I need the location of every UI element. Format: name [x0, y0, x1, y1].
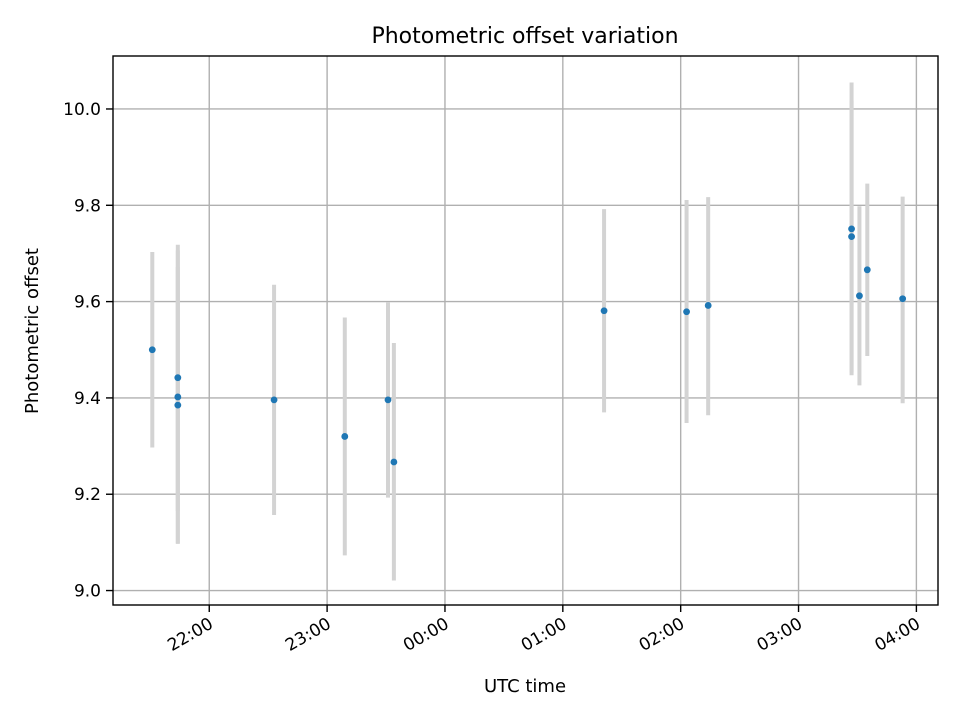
- y-axis-label: Photometric offset: [22, 248, 43, 414]
- plot-frame: [112, 55, 939, 606]
- data-point: [848, 225, 855, 233]
- y-tick-label: 9.8: [74, 196, 101, 216]
- data-point: [600, 307, 608, 315]
- y-tick-label: 9.0: [74, 582, 101, 602]
- data-point: [856, 292, 863, 300]
- data-point: [341, 433, 349, 440]
- y-tick-label: 9.4: [74, 389, 101, 409]
- data-point: [863, 266, 871, 274]
- data-point: [683, 308, 690, 316]
- data-point: [848, 233, 855, 240]
- data-point: [148, 346, 156, 354]
- x-axis-label: UTC time: [484, 676, 566, 697]
- grid: [113, 56, 938, 605]
- data-point: [384, 396, 392, 404]
- y-tick-label: 10.0: [63, 100, 101, 120]
- data-point: [704, 302, 712, 309]
- data-point: [270, 396, 278, 404]
- y-tick-label: 9.6: [74, 293, 101, 313]
- data-point: [174, 401, 182, 409]
- chart-title: Photometric offset variation: [371, 24, 678, 49]
- data-point: [390, 458, 398, 466]
- y-tick-label: 9.2: [74, 485, 101, 505]
- data-point: [174, 393, 182, 401]
- data-points: [148, 225, 907, 466]
- data-point: [174, 374, 182, 382]
- data-point: [899, 295, 907, 303]
